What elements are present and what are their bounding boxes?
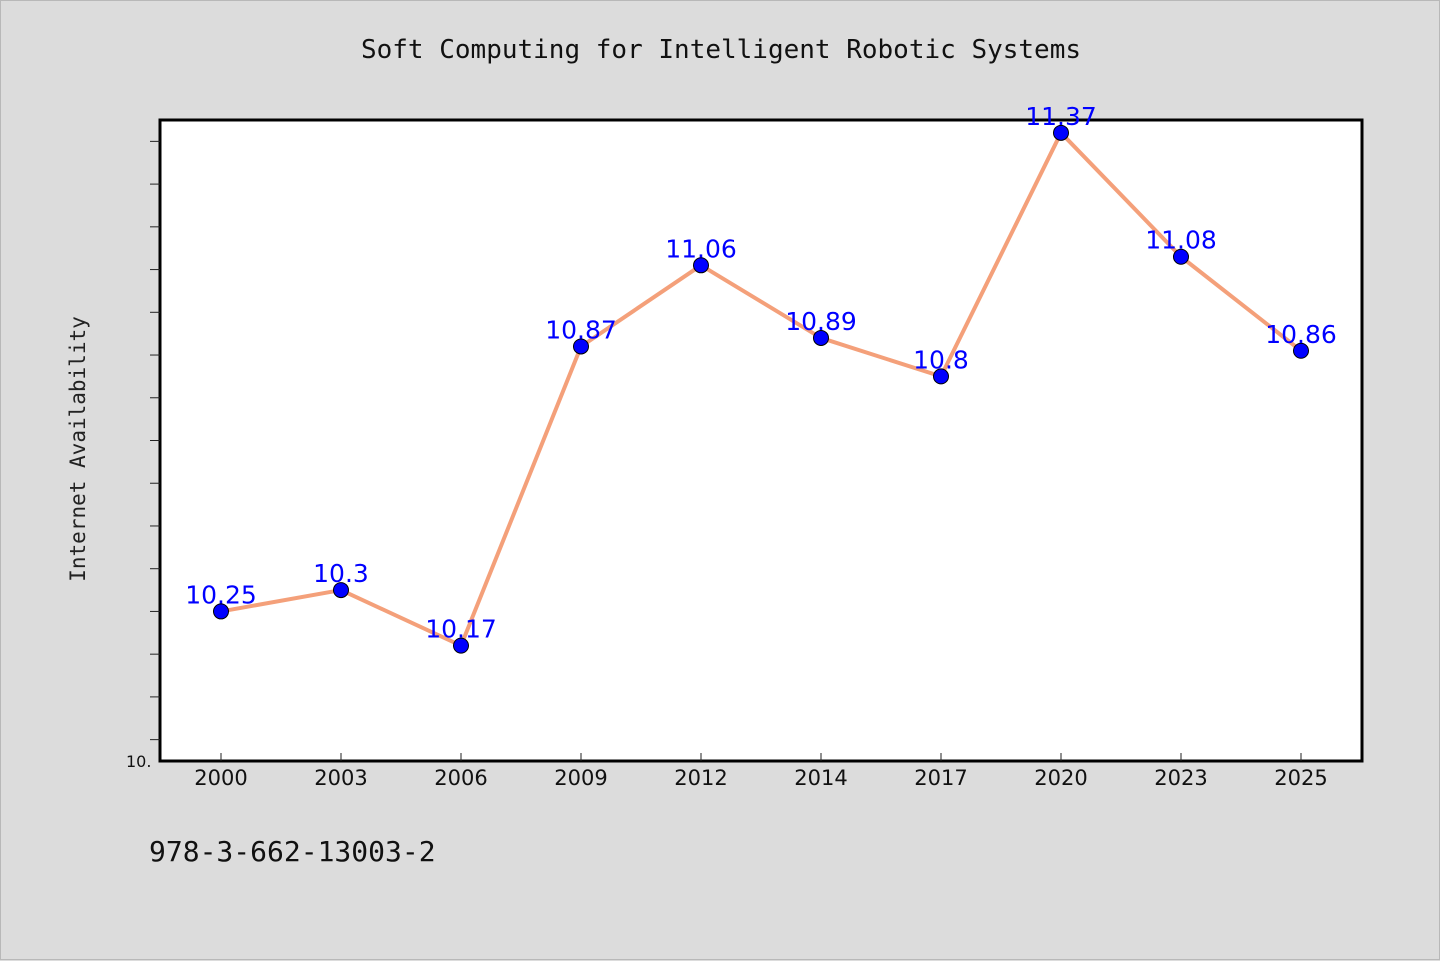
- data-label: 10.25: [185, 580, 257, 609]
- data-point: [1173, 248, 1189, 265]
- x-tick-label: 2025: [1274, 766, 1327, 790]
- data-point: [1053, 124, 1069, 141]
- x-tick-label: 2006: [434, 766, 487, 790]
- data-label: 10.3: [313, 559, 369, 588]
- series-line: [220, 130, 1303, 648]
- x-tick-label: 2017: [914, 766, 967, 790]
- data-label: 10.8: [913, 345, 969, 374]
- data-point: [573, 338, 589, 355]
- y-tick-label: 10.: [126, 752, 151, 771]
- isbn-text: 978-3-662-13003-2: [149, 835, 436, 868]
- data-point: [813, 329, 829, 346]
- data-point: [1293, 342, 1309, 359]
- data-label: 10.86: [1265, 320, 1337, 349]
- data-label: 11.08: [1145, 226, 1217, 255]
- data-label: 11.06: [665, 234, 737, 263]
- x-tick-label: 2012: [674, 766, 727, 790]
- x-tick-label: 2020: [1034, 766, 1087, 790]
- x-tick-label: 2000: [194, 766, 247, 790]
- y-axis-label: Internet Availability: [66, 316, 90, 582]
- series-layer: 10.25 10.3 10.17 10.87 11.06 10.89 10.8 11.37 11…: [185, 102, 1337, 654]
- data-label: 10.87: [545, 315, 617, 344]
- x-tick-label: 2023: [1154, 766, 1207, 790]
- chart-title: Soft Computing for Intelligent Robotic S…: [360, 35, 1082, 65]
- y-axis-ticks: [150, 140, 160, 741]
- data-label: 10.17: [425, 615, 497, 644]
- x-axis-ticks: 2000 2003 2006 2009 2012 2014 2017 2020 2023 2025: [194, 753, 1328, 790]
- data-point: [453, 637, 469, 654]
- data-point: [213, 603, 229, 620]
- data-label: 11.37: [1025, 102, 1097, 131]
- x-tick-label: 2014: [794, 766, 847, 790]
- x-tick-label: 2009: [554, 766, 607, 790]
- plot-area: [158, 118, 1364, 763]
- data-point: [933, 368, 949, 385]
- x-tick-label: 2003: [314, 766, 367, 790]
- data-point: [693, 257, 709, 274]
- data-label: 10.89: [785, 307, 857, 336]
- data-point: [333, 582, 349, 599]
